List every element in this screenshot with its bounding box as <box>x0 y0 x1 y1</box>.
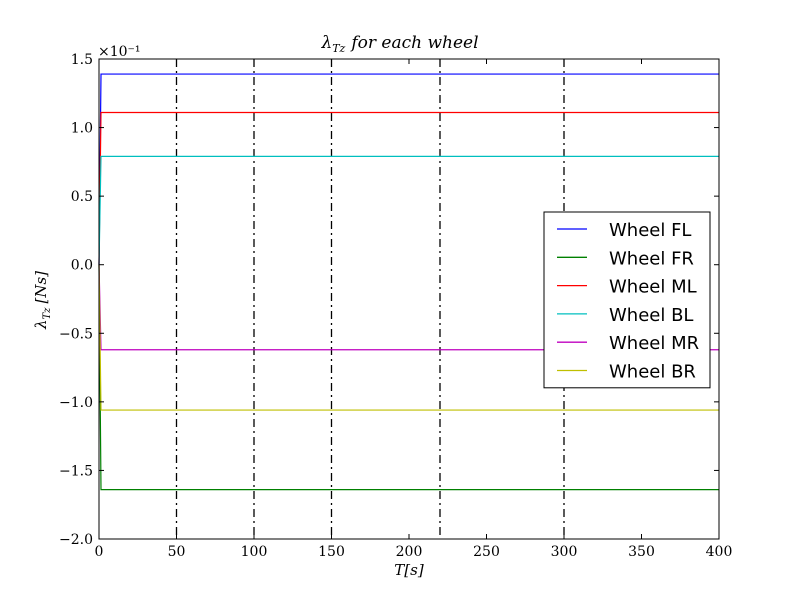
legend-box <box>543 211 711 389</box>
y-tick-label-5: 0.5 <box>71 189 93 205</box>
series-line-3 <box>98 155 719 265</box>
x-tick-label-3: 150 <box>318 544 345 560</box>
x-tick-label-0: 0 <box>95 544 104 560</box>
legend: Wheel FL Wheel FR Wheel ML Wheel BL Wheel MR… <box>543 211 711 389</box>
series-lines <box>98 73 719 491</box>
x-tick-label-6: 300 <box>551 544 578 560</box>
x-tick-label-7: 350 <box>628 544 655 560</box>
chart-title-rest: for each wheel <box>349 33 478 53</box>
y-tick-label-0: −2.0 <box>59 532 93 548</box>
x-tick-label-2: 100 <box>241 544 268 560</box>
y-tick-label-3: −0.5 <box>59 326 93 342</box>
chart-title-lambda: λ <box>320 33 332 53</box>
x-tick-label-5: 250 <box>473 544 500 560</box>
y-axis-label-rest: [Ns] <box>32 271 50 304</box>
legend-label-2: Wheel ML <box>609 277 697 298</box>
y-tick-label-6: 1.0 <box>71 121 93 137</box>
y-axis-label: λTz [Ns] <box>32 271 53 330</box>
x-tick-label-8: 400 <box>706 544 733 560</box>
y-offset-text: ×10⁻¹ <box>98 44 141 60</box>
vertical-markers <box>175 59 565 539</box>
legend-label-3: Wheel BL <box>609 305 693 326</box>
legend-label-4: Wheel MR <box>609 333 699 354</box>
y-axis-label-subscript: Tz <box>42 307 53 320</box>
chart-title-subscript: Tz <box>332 42 345 55</box>
y-tick-label-2: −1.0 <box>59 395 93 411</box>
x-tick-label-4: 200 <box>396 544 423 560</box>
series-line-5 <box>98 264 719 411</box>
legend-label-5: Wheel BR <box>609 362 696 383</box>
y-axis-label-lambda: λ <box>32 319 50 330</box>
tick-labels: 0 50 100 150 200 250 300 350 400 −2.0 −1.5 −1.0 −0.5… <box>59 52 732 560</box>
y-tick-label-4: 0.0 <box>71 258 93 274</box>
y-tick-label-7: 1.5 <box>71 52 93 68</box>
plot-frame <box>98 58 720 540</box>
chart-title: λTz for each wheel <box>320 33 478 55</box>
x-axis-label: T[s] <box>394 561 424 579</box>
y-tick-label-1: −1.5 <box>59 463 93 479</box>
x-tick-label-1: 50 <box>168 544 186 560</box>
legend-label-0: Wheel FL <box>609 220 691 241</box>
legend-label-1: Wheel FR <box>609 248 694 269</box>
